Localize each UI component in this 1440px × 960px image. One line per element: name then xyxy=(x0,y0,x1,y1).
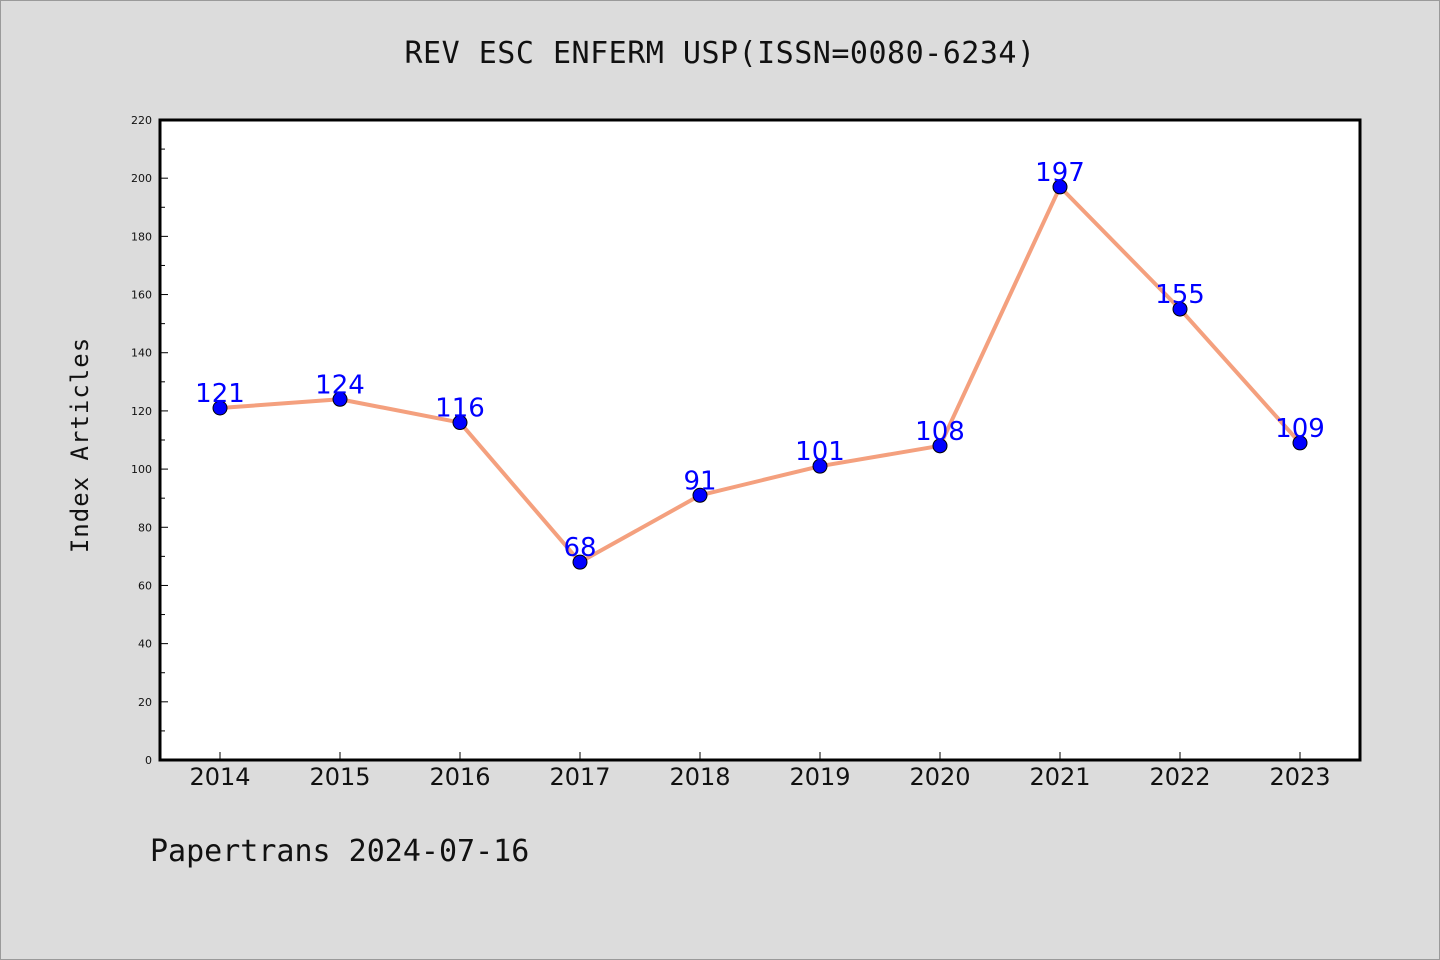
data-point xyxy=(572,554,588,570)
x-tick-label: 2016 xyxy=(429,763,490,791)
data-label: 68 xyxy=(563,533,596,563)
y-tick-label: 220 xyxy=(131,114,152,127)
data-label: 108 xyxy=(915,417,965,447)
y-tick-label: 200 xyxy=(131,172,152,185)
y-tick-label: 100 xyxy=(131,463,152,476)
data-point xyxy=(1292,435,1308,451)
x-tick-label: 2018 xyxy=(669,763,730,791)
x-tick-label: 2020 xyxy=(909,763,970,791)
data-point xyxy=(932,438,948,454)
chart-title: REV ESC ENFERM USP(ISSN=0080-6234) xyxy=(404,36,1036,71)
x-tick-label: 2021 xyxy=(1029,763,1090,791)
y-tick-label: 180 xyxy=(131,230,152,243)
y-tick-label: 40 xyxy=(138,638,152,651)
data-point xyxy=(1052,179,1068,195)
y-tick-label: 20 xyxy=(138,696,152,709)
data-label: 91 xyxy=(683,466,716,496)
data-label: 124 xyxy=(315,370,365,400)
y-axis-ticks: 0 20 40 60 80 100 120 140 160 180 200 220 xyxy=(131,114,168,767)
data-label: 109 xyxy=(1275,414,1325,444)
x-tick-label: 2017 xyxy=(549,763,610,791)
x-tick-label: 2014 xyxy=(189,763,250,791)
data-label: 116 xyxy=(435,394,485,424)
x-tick-label: 2019 xyxy=(789,763,850,791)
series-line xyxy=(219,184,1302,565)
y-tick-label: 80 xyxy=(138,521,152,534)
y-tick-label: 120 xyxy=(131,405,152,418)
data-point xyxy=(452,415,468,431)
x-tick-label: 2023 xyxy=(1269,763,1330,791)
x-tick-label: 2022 xyxy=(1149,763,1210,791)
data-point xyxy=(332,391,348,407)
x-axis-ticks: 2014 2015 2016 2017 2018 2019 2020 2021 2022 2023 xyxy=(189,752,1331,791)
y-tick-label: 0 xyxy=(145,754,152,767)
data-label: 155 xyxy=(1155,280,1205,310)
y-tick-label: 60 xyxy=(138,579,152,592)
y-tick-label: 160 xyxy=(131,289,152,302)
y-tick-label: 140 xyxy=(131,347,152,360)
data-point xyxy=(1172,301,1188,317)
series-group: 121 124 116 68 91 101 108 197 155 109 xyxy=(195,158,1325,570)
data-point xyxy=(212,400,228,416)
data-label: 101 xyxy=(795,437,845,467)
data-point xyxy=(812,458,828,474)
data-label: 197 xyxy=(1035,158,1085,188)
data-label: 121 xyxy=(195,379,245,409)
plot-area xyxy=(158,118,1362,762)
x-tick-label: 2015 xyxy=(309,763,370,791)
footer-stamp: Papertrans 2024-07-16 xyxy=(150,834,530,869)
data-point xyxy=(692,487,708,503)
